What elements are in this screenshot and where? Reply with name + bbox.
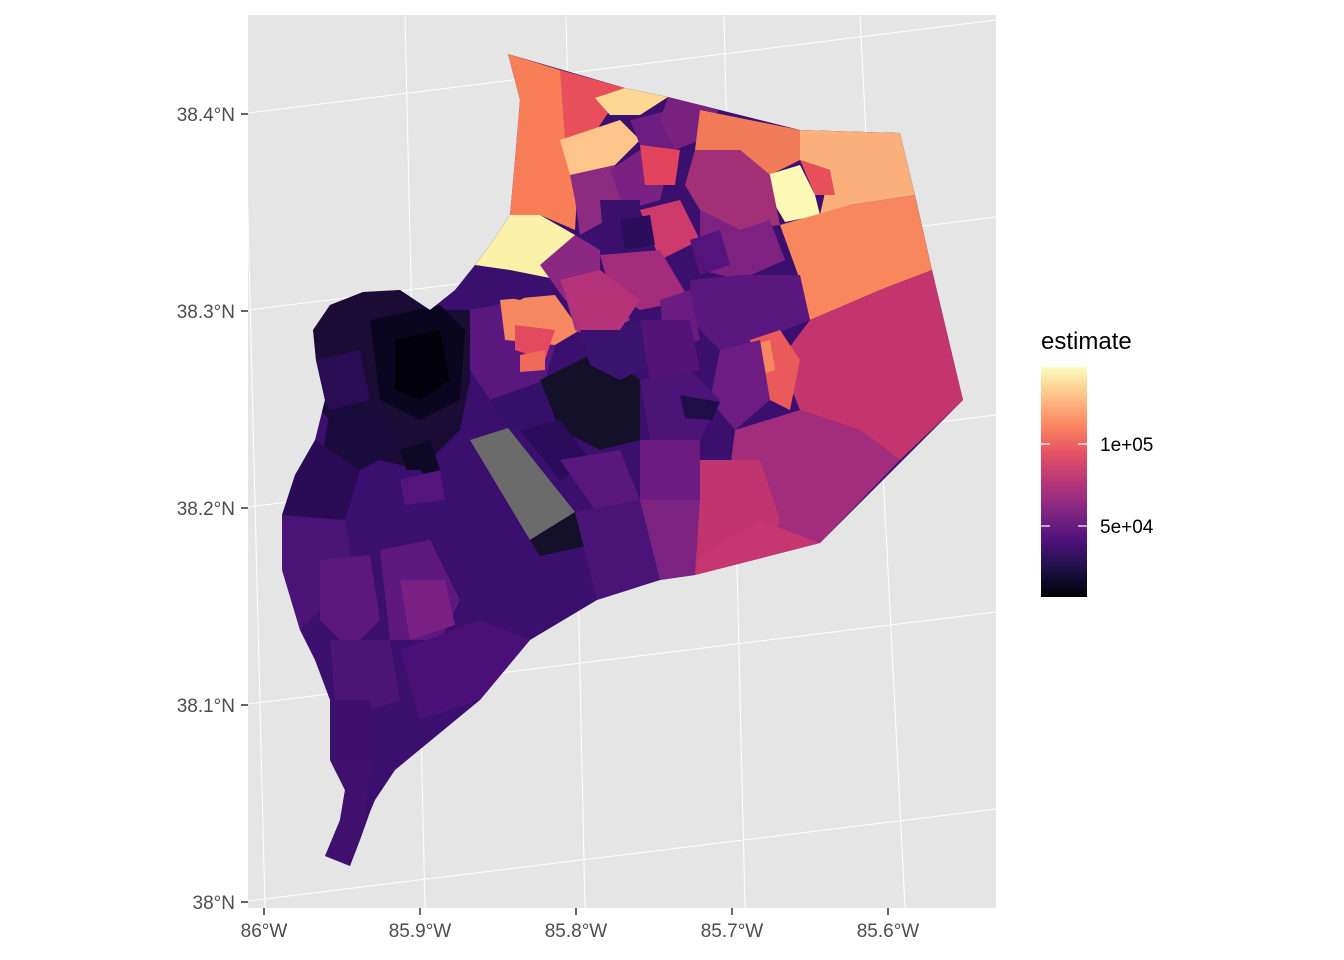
parallel-38-4n xyxy=(248,19,996,114)
x-tick-label: 85.7°W xyxy=(701,921,764,942)
tract xyxy=(560,270,640,330)
legend-label-5e4: 5e+04 xyxy=(1100,517,1154,538)
meridian-86w xyxy=(248,197,266,908)
y-tick-label: 38.4°N xyxy=(177,105,235,126)
x-axis-ticks xyxy=(263,908,889,915)
tract xyxy=(580,320,660,380)
tract-polygons xyxy=(282,54,963,866)
tract xyxy=(560,70,625,140)
tract-missing xyxy=(470,428,575,540)
x-tick-label: 85.9°W xyxy=(389,921,452,942)
tract xyxy=(520,350,545,372)
tract xyxy=(316,350,370,410)
tract xyxy=(680,395,720,420)
tract xyxy=(282,515,355,630)
y-axis-ticks xyxy=(241,113,248,903)
x-axis-labels: 86°W 85.9°W 85.8°W 85.7°W 85.6°W xyxy=(241,921,920,942)
tract xyxy=(620,215,655,250)
tract xyxy=(320,555,380,650)
tract xyxy=(595,88,668,115)
x-tick-label: 85.6°W xyxy=(857,921,920,942)
tract xyxy=(490,380,560,430)
tract xyxy=(660,97,720,150)
legend-label-1e5: 1e+05 xyxy=(1100,435,1153,456)
tract xyxy=(767,165,820,222)
tract xyxy=(640,320,700,380)
x-tick-label: 85.8°W xyxy=(545,921,608,942)
tract xyxy=(400,620,530,720)
legend-colorbar xyxy=(1041,367,1087,597)
tract xyxy=(780,195,932,320)
legend-title: estimate xyxy=(1041,328,1132,355)
tract xyxy=(640,500,700,580)
tract xyxy=(710,340,770,430)
tract xyxy=(395,330,450,400)
tract xyxy=(282,440,360,520)
tract xyxy=(695,110,800,175)
tract xyxy=(800,160,835,195)
y-tick-label: 38.1°N xyxy=(177,696,235,717)
tract xyxy=(330,640,400,710)
tract xyxy=(640,145,680,185)
parallel-38n xyxy=(248,808,996,902)
y-axis-labels: 38.4°N 38.3°N 38.2°N 38.1°N 38°N xyxy=(177,105,235,914)
tract xyxy=(575,500,660,600)
tract xyxy=(530,512,590,556)
legend: estimate 1e+05 5e+04 xyxy=(1041,328,1154,597)
tract xyxy=(560,120,640,175)
tract xyxy=(320,400,400,470)
tract xyxy=(695,520,820,575)
y-tick-label: 38°N xyxy=(193,893,235,914)
legend-ticks xyxy=(1041,443,1087,527)
tract xyxy=(400,470,445,505)
tract xyxy=(690,230,730,275)
tract xyxy=(640,440,700,510)
tract xyxy=(470,270,560,300)
x-tick-label: 86°W xyxy=(241,921,288,942)
tract xyxy=(560,450,640,510)
y-tick-label: 38.3°N xyxy=(177,302,235,323)
tract xyxy=(400,580,455,640)
tract xyxy=(780,270,963,460)
tract xyxy=(685,150,780,230)
y-tick-label: 38.2°N xyxy=(177,499,235,520)
tract xyxy=(640,370,720,440)
